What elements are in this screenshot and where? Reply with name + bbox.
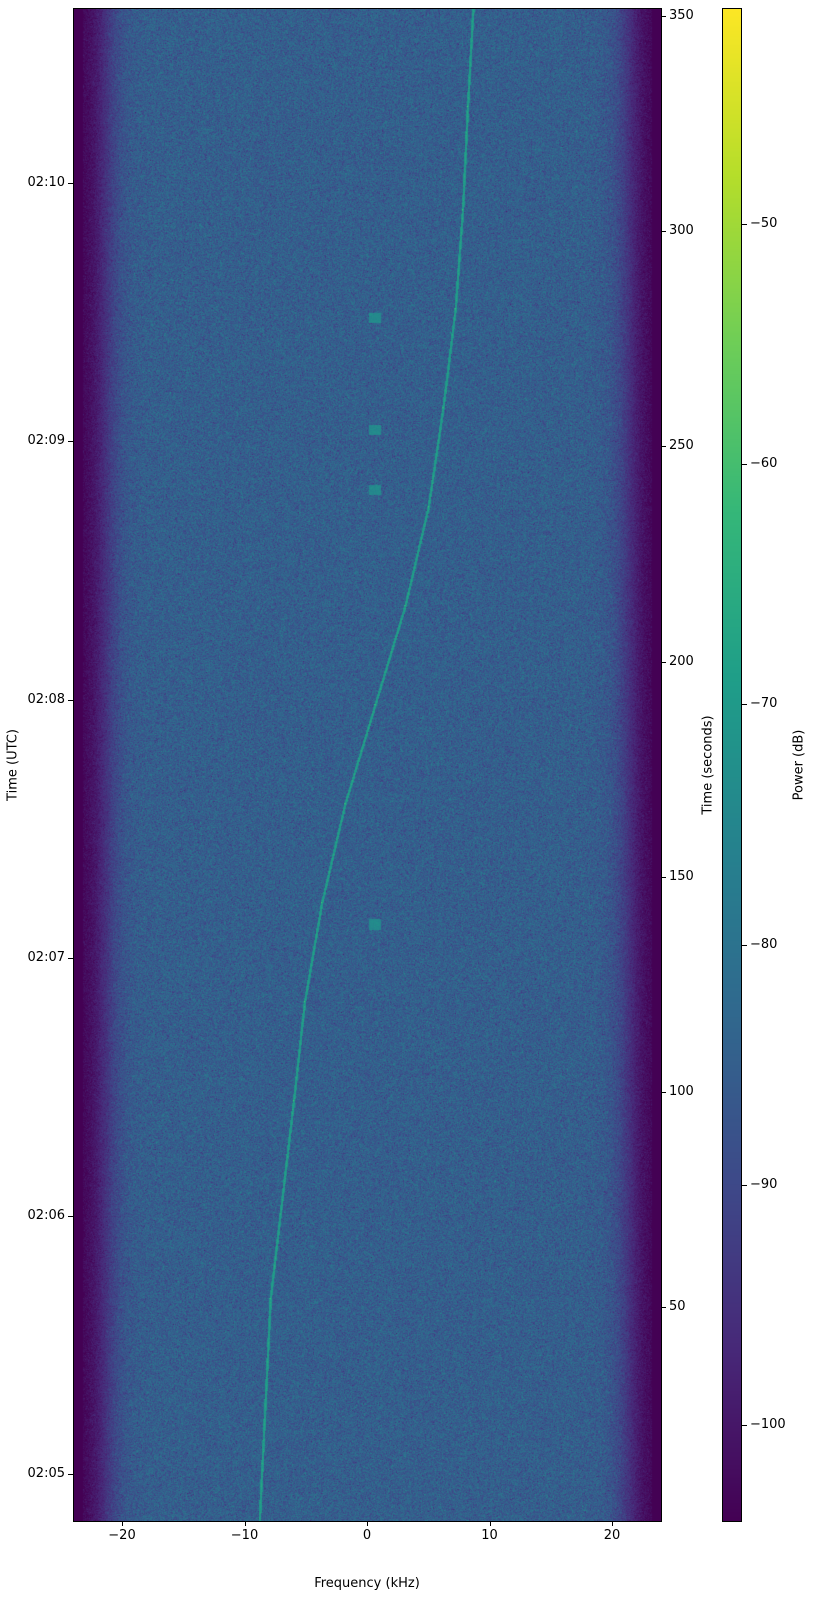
- x-tick: [122, 1521, 123, 1526]
- spectrogram-plot: [73, 8, 661, 1521]
- signal-track-point: [442, 406, 444, 409]
- y-left-tick-label: 02:06: [27, 1207, 65, 1223]
- y-left-tick-label: 02:10: [27, 175, 65, 191]
- colorbar-tick: [742, 224, 747, 226]
- colorbar-tick-label: −50: [750, 216, 778, 232]
- x-tick: [367, 1521, 368, 1526]
- x-tick: [612, 1521, 613, 1526]
- colorbar-tick: [742, 1424, 747, 1426]
- signal-track-point: [303, 1000, 306, 1003]
- y-right-tick-label: 350: [669, 8, 694, 24]
- x-tick-label: 20: [603, 1528, 621, 1543]
- y-right-tick-label: 300: [669, 223, 694, 239]
- signal-track-point: [461, 209, 464, 211]
- x-tick-label: −10: [230, 1528, 259, 1543]
- y-left-tick: [68, 699, 73, 701]
- y-axis-left-label: Time (UTC): [5, 729, 21, 801]
- signal-track-point: [292, 1099, 295, 1102]
- colorbar-label: Power (dB): [791, 729, 807, 801]
- x-axis-label: Frequency (kHz): [314, 1576, 420, 1591]
- y-left-tick-label: 02:08: [27, 691, 65, 707]
- y-right-tick: [661, 661, 666, 663]
- colorbar-tick-label: −80: [750, 936, 778, 952]
- y-left-tick-label: 02:07: [27, 949, 65, 965]
- colorbar: [722, 8, 742, 1521]
- y-right-tick: [661, 446, 666, 448]
- y-right-tick: [661, 876, 666, 878]
- y-left-tick: [68, 1474, 73, 1476]
- y-right-tick: [661, 1307, 666, 1309]
- x-tick-label: 10: [481, 1528, 498, 1543]
- colorbar-tick-label: −60: [750, 456, 778, 472]
- colorbar-tick-label: −100: [750, 1416, 786, 1432]
- y-right-tick-label: 150: [669, 868, 694, 884]
- y-left-tick: [68, 1215, 73, 1217]
- signal-track-point: [320, 901, 323, 904]
- y-right-tick: [661, 1091, 666, 1093]
- signal-track-point: [466, 105, 469, 108]
- signal-track-layer: [269, 8, 474, 1300]
- colorbar-tick-label: −70: [750, 696, 778, 712]
- colorbar-tick: [742, 944, 747, 946]
- y-right-tick: [661, 16, 666, 18]
- y-right-tick-label: 100: [669, 1083, 694, 1099]
- y-left-tick: [68, 441, 73, 443]
- spectrogram-image: [73, 8, 661, 1521]
- y-right-tick-label: 250: [669, 438, 694, 454]
- signal-track-point: [344, 802, 346, 805]
- y-left-tick: [68, 183, 73, 185]
- x-tick-label: 0: [362, 1528, 372, 1543]
- signal-track-point: [374, 703, 376, 706]
- signal-track-point: [427, 505, 430, 508]
- y-left-tick: [68, 957, 73, 959]
- colorbar-tick-label: −90: [750, 1176, 778, 1192]
- signal-track-point: [454, 307, 457, 310]
- y-right-tick: [661, 231, 666, 233]
- colorbar-tick: [742, 1184, 747, 1186]
- y-right-tick-label: 200: [669, 653, 694, 669]
- y-left-tick-label: 02:09: [27, 433, 65, 449]
- colorbar-tick: [742, 704, 747, 706]
- signal-track-point: [404, 604, 406, 607]
- x-tick: [244, 1521, 246, 1526]
- x-tick-label: −20: [108, 1528, 136, 1543]
- colorbar-tick: [742, 464, 747, 466]
- x-tick: [489, 1521, 491, 1526]
- y-left-tick-label: 02:05: [27, 1466, 65, 1482]
- y-right-tick-label: 50: [669, 1299, 686, 1315]
- y-axis-right-label: Time (seconds): [700, 715, 716, 815]
- signal-track-point: [269, 1297, 272, 1300]
